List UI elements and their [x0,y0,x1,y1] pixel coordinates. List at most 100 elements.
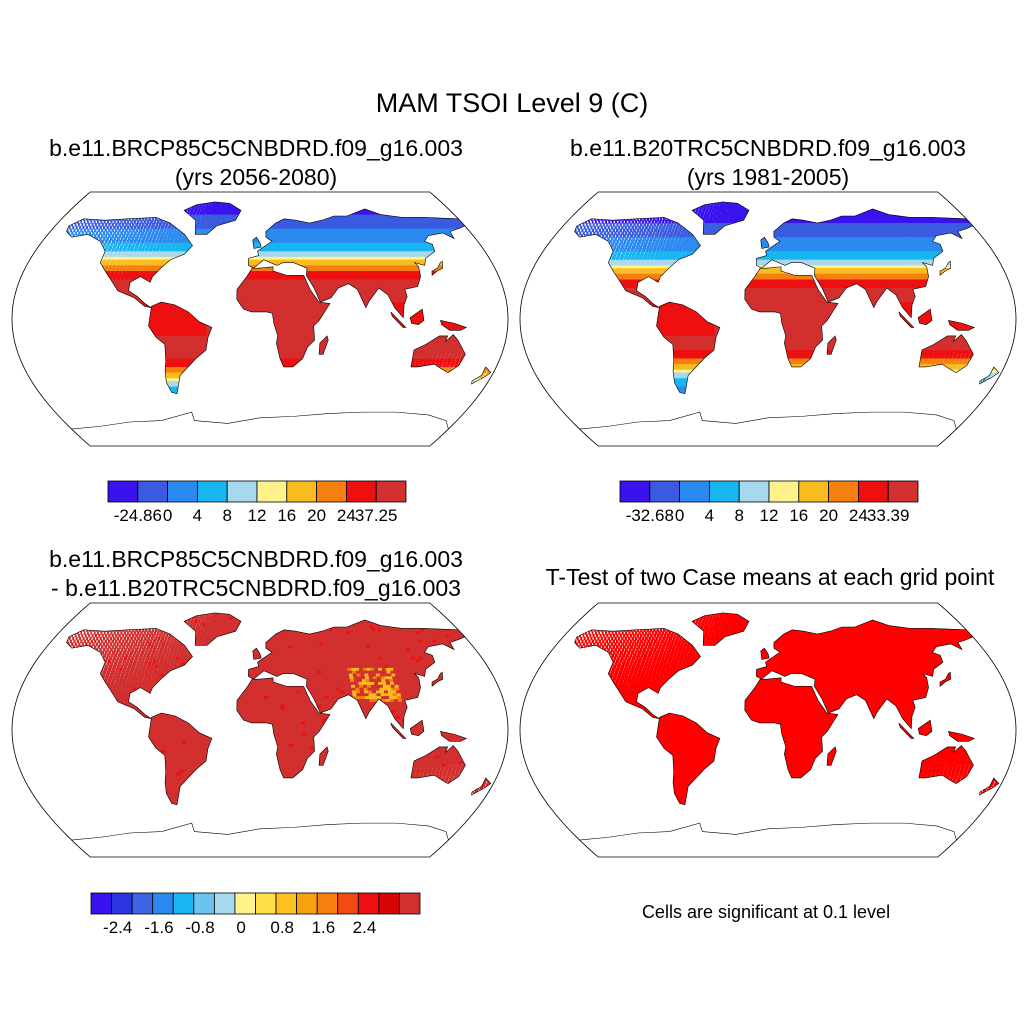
coastline-south-america [148,301,213,395]
colorbar-label: 24 [849,506,868,526]
colorbar-box [213,892,236,915]
coastline-africa [236,677,331,779]
colorbar-label: -32.68 [626,506,674,526]
coastline-antarctica [579,822,957,841]
colorbar-label: -24.86 [114,506,162,526]
coastline-north-america [574,217,701,309]
coastline-new-zealand [979,366,1000,385]
colorbar-box [172,892,195,915]
coastline-australia [918,745,974,784]
coastline-greenland [183,201,242,235]
coastline-madagascar [318,746,329,766]
colorbar-label: -2.4 [103,918,132,938]
coastline-south-america [656,301,721,395]
colorbar-label: 4 [705,506,714,526]
colorbar-label: 37.25 [355,506,398,526]
colorbar-label: 16 [789,506,808,526]
coastline-antarctica [579,411,957,430]
coastline-madagascar [826,335,837,355]
colorbar-label: -0.8 [185,918,214,938]
coastline-indonesia-east [917,308,933,325]
coastline-uk [252,647,262,660]
colorbar-box [375,480,407,503]
coastline-antarctica [71,411,449,430]
coastline-indonesia-east [917,719,933,736]
coastline-new-guinea [948,320,976,331]
colorbar-box [131,892,154,915]
panel-1-title-line1: b.e11.BRCP85C5CNBDRD.f09_g16.003 [16,134,496,163]
coastline-africa [744,266,839,368]
panel-4-title: T-Test of two Case means at each grid po… [516,563,1024,592]
colorbar-label: 0 [236,918,245,938]
coastline-south-america [148,712,213,806]
coastline-indonesia-west [390,311,407,328]
coastline-australia [410,745,466,784]
coastline-antarctica [71,822,449,841]
coastline-indonesia-west [898,722,915,739]
colorbar-label: 20 [307,506,326,526]
colorbar-label: 33.39 [867,506,910,526]
colorbar-box [378,892,400,915]
coastline-north-america [574,628,701,720]
colorbar-label: 8 [734,506,743,526]
colorbar-box [296,892,318,915]
coastline-japan [431,671,443,687]
coastline-uk [252,236,262,249]
coastline-japan [939,260,951,276]
colorbar-box [255,892,277,915]
panel-2-title-line2: (yrs 1981-2005) [528,163,1008,192]
coastline-indonesia-west [898,311,915,328]
coastline-new-guinea [948,731,976,742]
colorbar-box [275,892,298,915]
coastline-new-guinea [440,320,468,331]
colorbar-label: 16 [277,506,296,526]
coastline-greenland [691,201,750,235]
colorbar-box [234,892,256,915]
coastline-uk [760,647,770,660]
colorbar-label: 0.8 [270,918,294,938]
coastline-japan [939,671,951,687]
coastline-south-america [656,712,721,806]
colorbar-label: 0 [163,506,172,526]
colorbar-box [111,892,133,915]
colorbar-box [152,892,174,915]
panel-3-title-line2: - b.e11.B20TRC5CNBDRD.f09_g16.003 [16,574,496,603]
coastline-africa [744,677,839,779]
coastline-new-zealand [471,777,492,796]
coastline-eurasia [248,208,466,319]
colorbar-label: 24 [337,506,356,526]
colorbar-label: 12 [248,506,267,526]
colorbar-label: 20 [819,506,838,526]
panel-1-title-line2: (yrs 2056-2080) [16,163,496,192]
panel-2-title-line1: b.e11.B20TRC5CNBDRD.f09_g16.003 [528,134,1008,163]
coastline-greenland [691,612,750,646]
panel-2-title: b.e11.B20TRC5CNBDRD.f09_g16.003 (yrs 198… [528,134,1008,192]
colorbar-label: 4 [193,506,202,526]
coastline-north-america [66,217,193,309]
coastline-uk [760,236,770,249]
panel-3-title-line1: b.e11.BRCP85C5CNBDRD.f09_g16.003 [16,545,496,574]
coastline-north-america [66,628,193,720]
colorbar-label: 8 [222,506,231,526]
colorbar-label: 2.4 [353,918,377,938]
coastline-new-zealand [979,777,1000,796]
significance-note: Cells are significant at 0.1 level [516,902,1016,923]
colorbar-box [887,480,919,503]
panel-3-colorbar-labels: -2.4 -1.6 -0.8 0 0.8 1.6 2.4 [0,918,1024,940]
coastline-australia [410,334,466,373]
coastline-eurasia [756,208,974,319]
colorbar-box [399,892,421,915]
panel-1-colorbar-labels: -24.86 0 4 8 12 16 20 24 37.25 [0,506,1024,528]
colorbar-label: 12 [760,506,779,526]
coastline-japan [431,260,443,276]
colorbar-box [357,892,380,915]
coastline-eurasia [756,619,974,730]
coastline-eurasia [248,619,466,730]
coastline-madagascar [318,335,329,355]
